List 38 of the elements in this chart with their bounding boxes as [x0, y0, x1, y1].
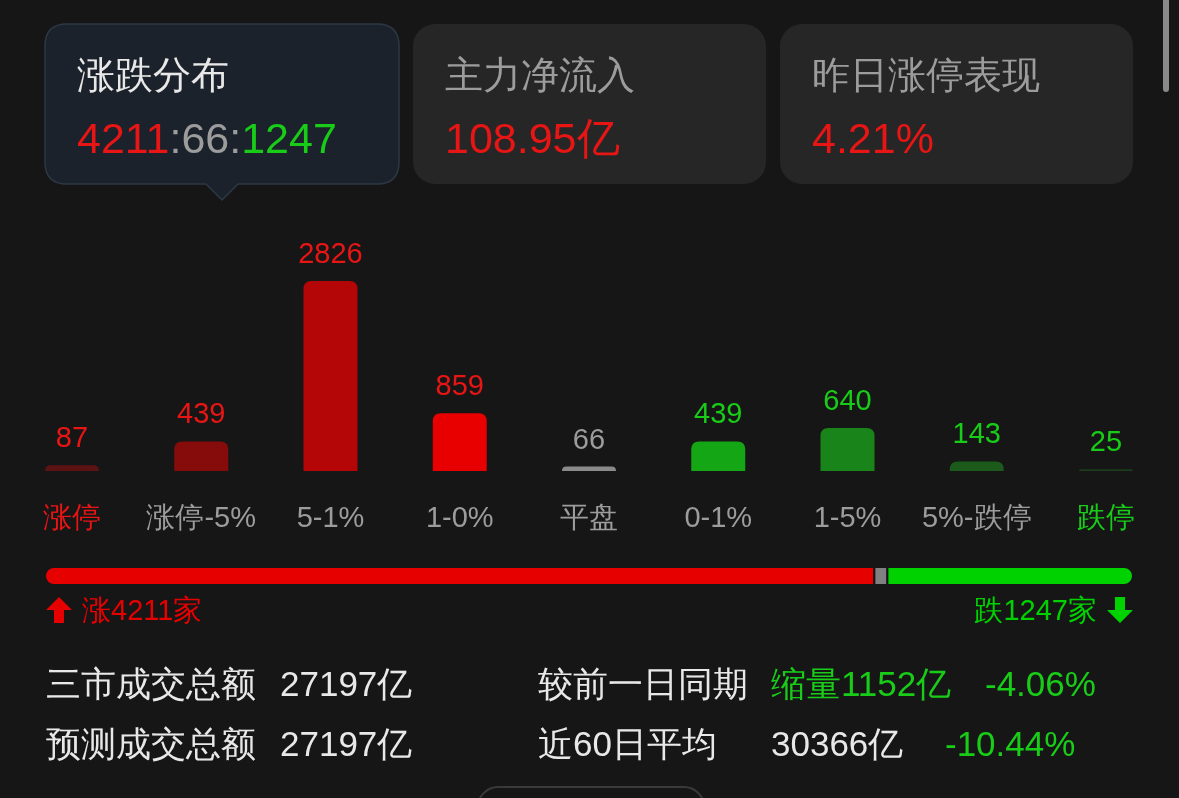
text: 27197亿 [280, 664, 413, 703]
x-tick-label: 平盘 [560, 501, 618, 533]
x-tick-label: 0-1% [684, 501, 753, 533]
text: 4.21% [812, 114, 934, 162]
data-label: 涨4211家 [82, 594, 203, 626]
data-label: 跌1247家 [974, 594, 1097, 626]
data-label: 640 [823, 383, 872, 416]
x-tick-label: 1-5% [813, 501, 882, 533]
data-label: 25 [1089, 425, 1123, 458]
data-label: 87 [55, 421, 89, 454]
text: 1247 [241, 114, 337, 162]
text: 108.95亿 [445, 114, 620, 162]
data-label: 439 [177, 397, 226, 430]
data-label: 2826 [298, 237, 363, 269]
text: :66: [169, 114, 242, 162]
x-tick-label: 跌停 [1077, 501, 1135, 533]
text: 较前一日同期 [538, 664, 748, 703]
data-label: 66 [572, 422, 606, 455]
text: -10.44% [945, 724, 1076, 763]
data-label: 143 [952, 417, 1001, 450]
text: 4211 [77, 114, 170, 162]
x-tick-label: 涨停-5% [146, 501, 257, 533]
text: 27197亿 [280, 724, 413, 763]
x-tick-label: 涨停 [43, 501, 101, 533]
text: 近60日平均 [538, 724, 717, 763]
text: 主力净流入 [445, 54, 635, 96]
x-tick-label: 5%-跌停 [921, 501, 1032, 533]
text: 涨跌分布 [77, 54, 229, 96]
x-tick-label: 5-1% [296, 501, 365, 533]
text: 昨日涨停表现 [812, 54, 1040, 96]
text: 预测成交总额 [46, 724, 256, 763]
text: 30366亿 [771, 724, 904, 763]
data-label: 859 [435, 369, 484, 402]
x-tick-label: 1-0% [425, 501, 494, 533]
text: -4.06% [985, 664, 1096, 703]
text: 缩量1152亿 [771, 664, 952, 703]
text: 三市成交总额 [46, 664, 256, 703]
data-label: 439 [694, 397, 743, 430]
